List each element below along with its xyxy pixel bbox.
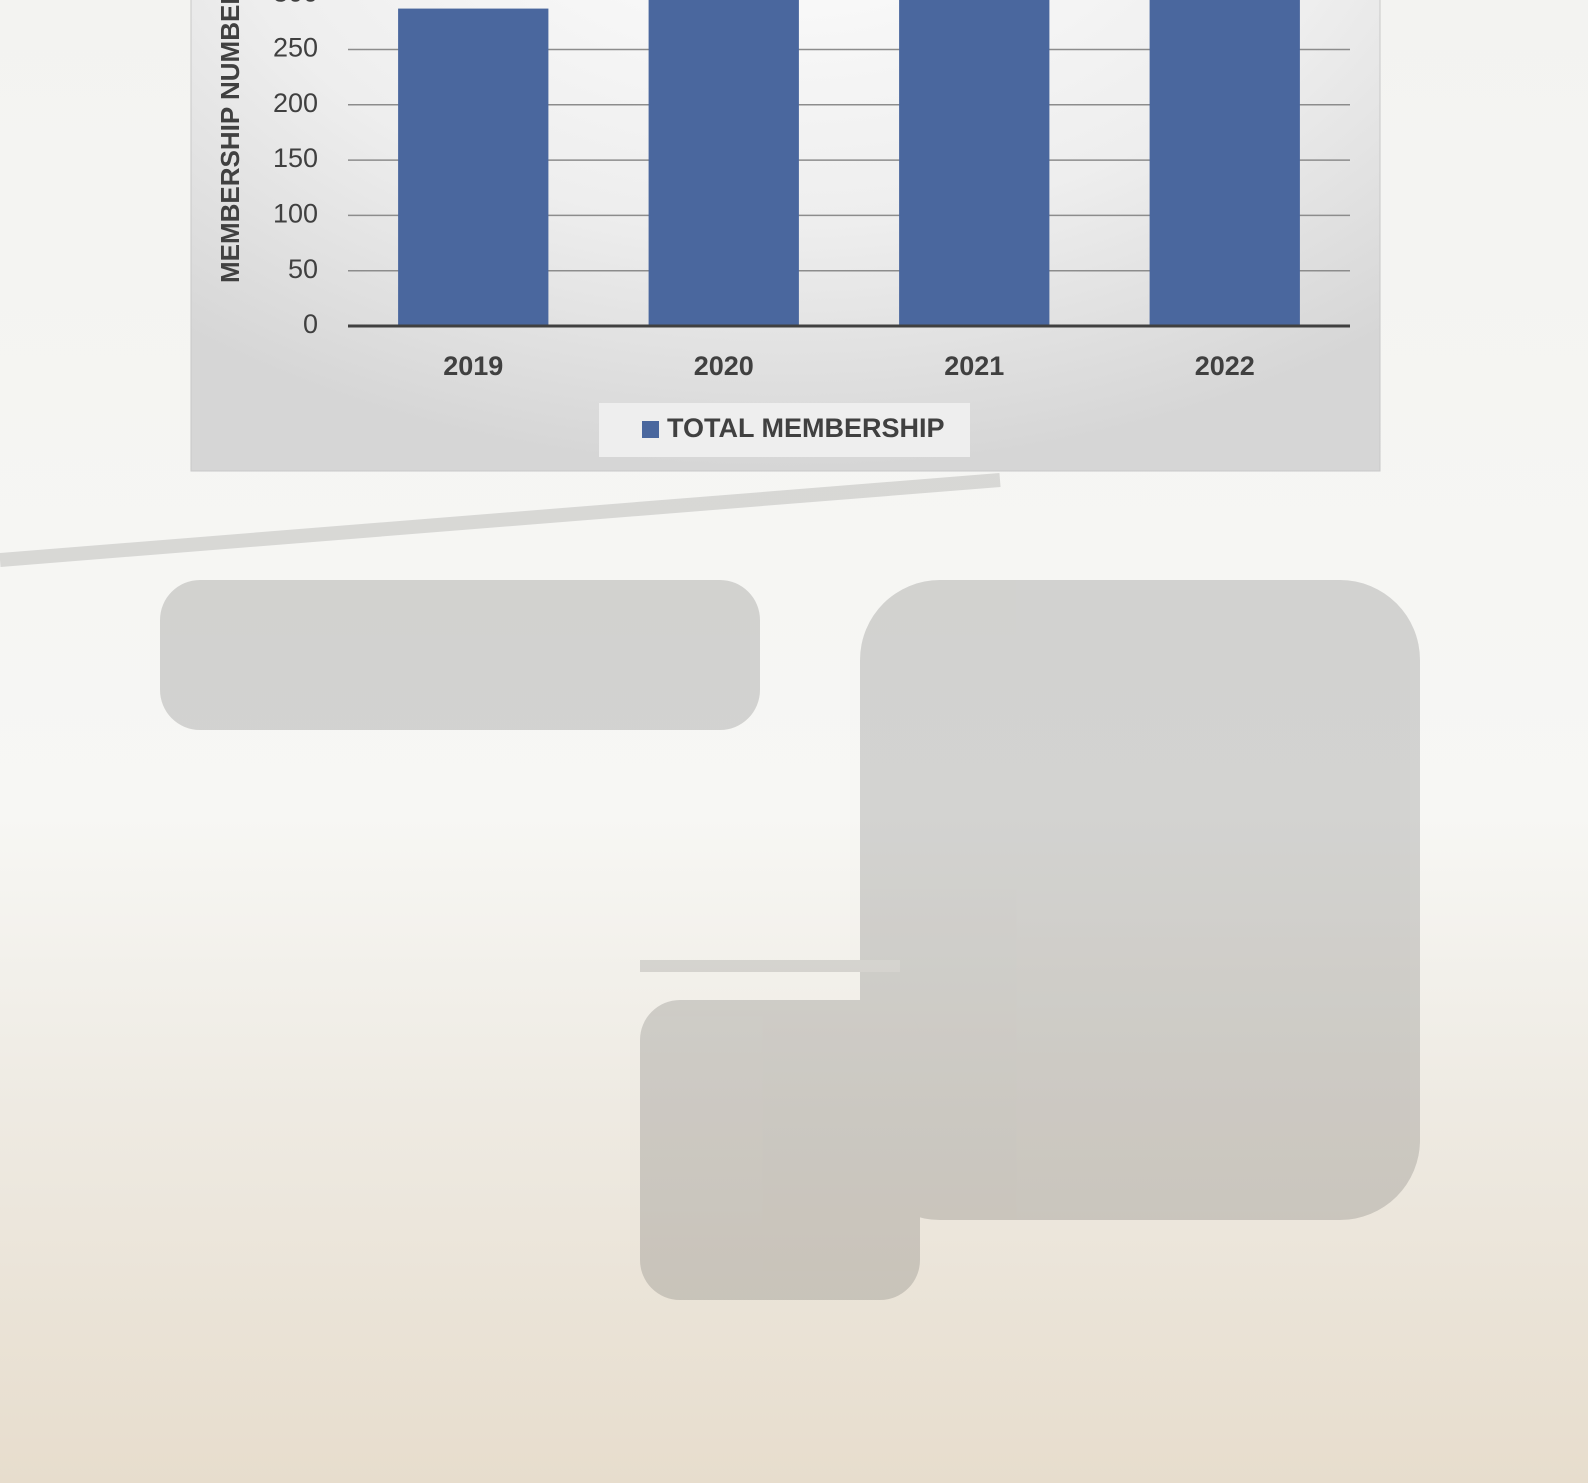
x-tick-label: 2021	[944, 351, 1004, 381]
legend-label: TOTAL MEMBERSHIP	[667, 413, 945, 443]
x-tick-label: 2022	[1195, 351, 1255, 381]
bar	[899, 0, 1050, 326]
y-tick-label: 300	[273, 0, 318, 7]
x-tick-label: 2020	[694, 351, 754, 381]
bar	[648, 0, 799, 326]
y-tick-label: 100	[273, 199, 318, 229]
y-tick-label: 250	[273, 33, 318, 63]
legend-box	[599, 403, 970, 457]
bar	[398, 8, 549, 326]
photo-shapes	[0, 473, 1420, 1300]
y-tick-label: 50	[288, 254, 318, 284]
y-axis-label: MEMBERSHIP NUMBERS	[215, 0, 245, 283]
y-tick-label: 0	[303, 309, 318, 339]
y-tick-label: 150	[273, 143, 318, 173]
bar	[1149, 0, 1300, 327]
x-tick-label: 2019	[443, 351, 503, 381]
y-tick-label: 200	[273, 88, 318, 118]
legend-swatch	[642, 421, 659, 438]
